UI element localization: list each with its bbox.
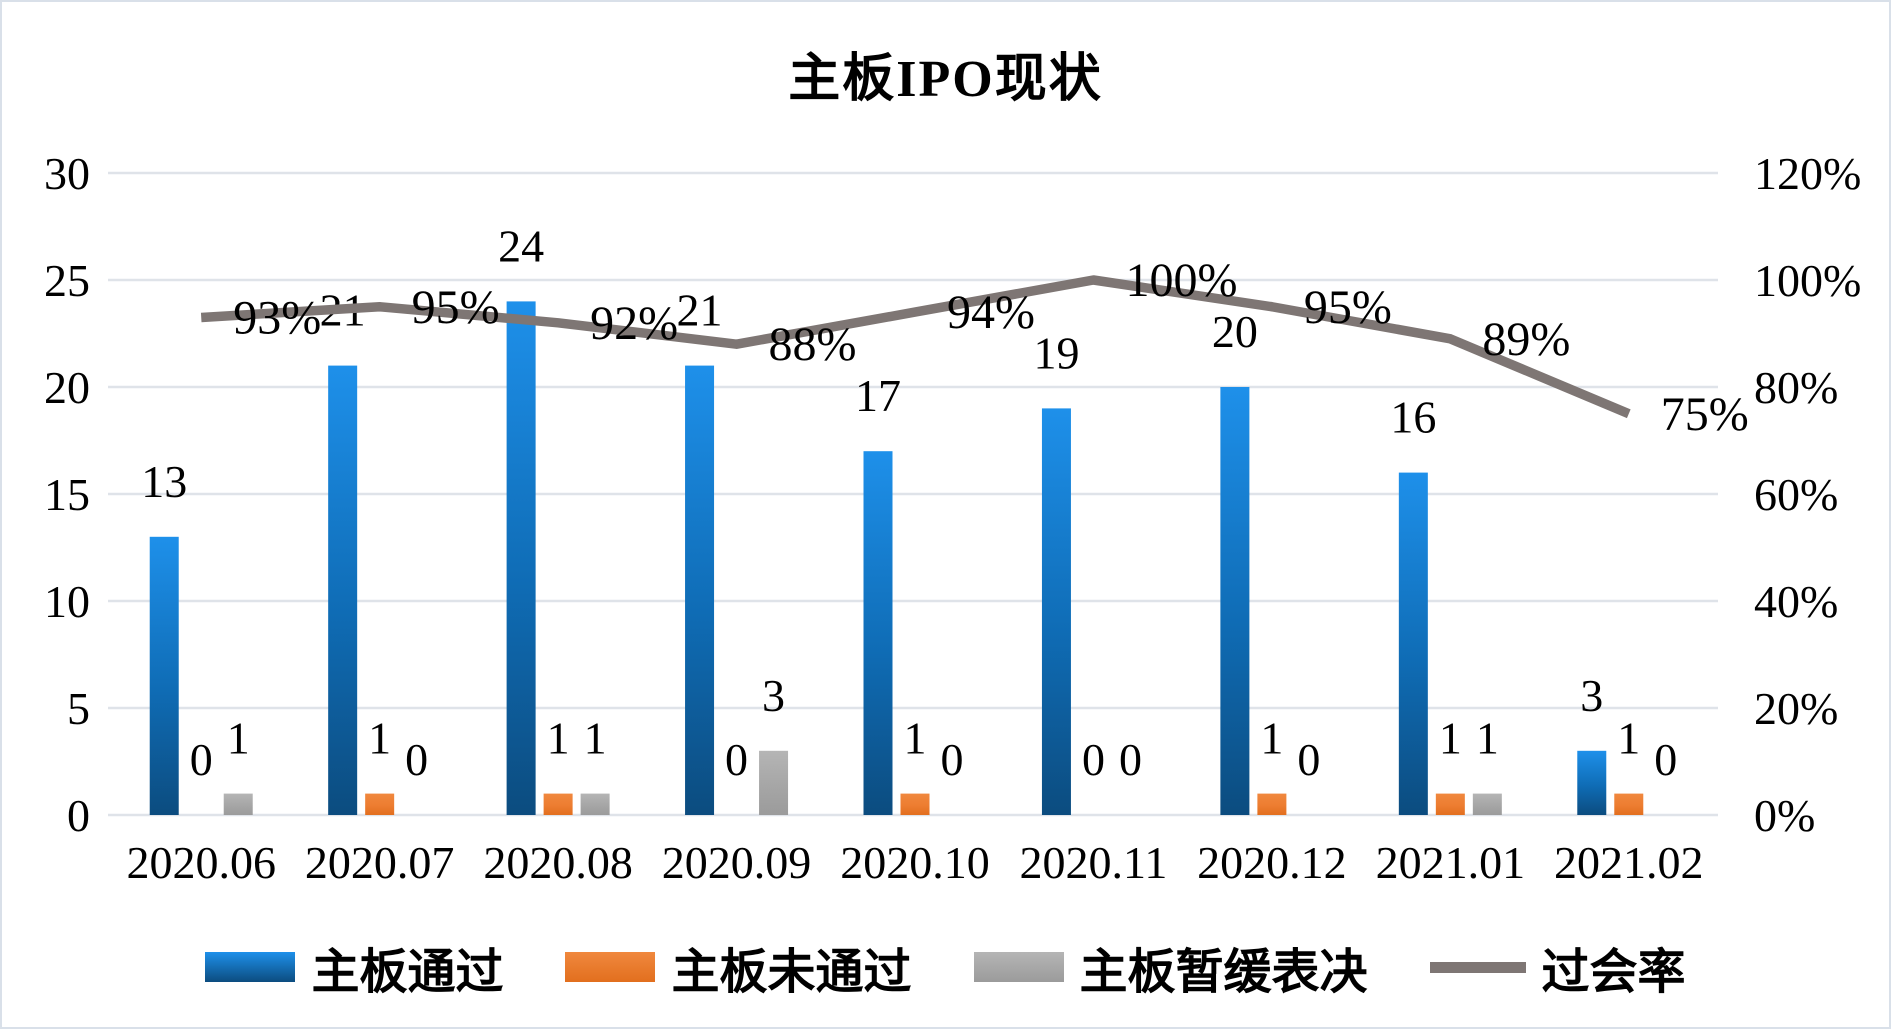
- value-label-postponed: 3: [762, 670, 785, 721]
- axis-tick-right: 20%: [1754, 683, 1838, 734]
- legend-item-fail: 主板未通过: [565, 932, 912, 1002]
- legend-label-pass: 主板通过: [311, 946, 504, 999]
- chart-title: 主板IPO现状: [788, 51, 1103, 108]
- value-label-fail: 1: [1439, 713, 1462, 764]
- value-label-pass: 13: [141, 456, 187, 507]
- value-label-postponed: 0: [1297, 734, 1320, 785]
- value-label-fail: 1: [1617, 713, 1640, 764]
- legend: 主板通过 主板未通过 主板暂缓表决 过会率: [2, 932, 1889, 1002]
- value-label-fail: 1: [1260, 713, 1283, 764]
- value-label-pass: 3: [1580, 670, 1603, 721]
- axis-tick-left: 15: [44, 469, 90, 520]
- value-label-pass: 16: [1390, 392, 1436, 443]
- category-label: 2020.06: [126, 837, 276, 888]
- axis-tick-left: 30: [44, 148, 90, 199]
- pct-label-pass-rate: 92%: [590, 297, 678, 350]
- value-label-postponed: 0: [405, 734, 428, 785]
- bar-fail: [1435, 793, 1465, 815]
- category-label: 2020.09: [662, 837, 812, 888]
- value-label-pass: 24: [498, 220, 544, 271]
- value-label-postponed: 1: [1476, 713, 1499, 764]
- category-label: 2020.11: [1020, 837, 1168, 888]
- bar-pass: [1577, 750, 1607, 815]
- category-label: 2021.01: [1376, 837, 1526, 888]
- bar-postponed: [1472, 793, 1502, 815]
- value-label-fail: 0: [725, 734, 748, 785]
- pct-label-pass-rate: 93%: [233, 291, 321, 344]
- line-pass-rate: [200, 275, 1631, 419]
- axis-tick-right: 60%: [1754, 469, 1838, 520]
- value-label-postponed: 0: [1654, 734, 1677, 785]
- value-label-postponed: 0: [1119, 734, 1142, 785]
- pct-label-pass-rate: 100%: [1125, 254, 1237, 307]
- value-label-pass: 19: [1033, 327, 1079, 378]
- bar-pass: [328, 365, 358, 815]
- axis-tick-right: 40%: [1754, 576, 1838, 627]
- legend-swatch-pass: [205, 952, 296, 982]
- bar-pass: [685, 365, 715, 815]
- legend-label-pass-rate: 过会率: [1541, 946, 1686, 999]
- value-label-postponed: 1: [227, 713, 250, 764]
- category-label: 2020.07: [305, 837, 455, 888]
- axis-tick-right: 80%: [1754, 362, 1838, 413]
- axis-tick-left: 20: [44, 362, 90, 413]
- value-label-fail: 1: [368, 713, 391, 764]
- bar-fail: [543, 793, 573, 815]
- pct-label-pass-rate: 89%: [1482, 313, 1570, 366]
- pct-label-pass-rate: 95%: [1304, 281, 1392, 334]
- value-label-fail: 0: [190, 734, 213, 785]
- pct-label-pass-rate: 95%: [412, 281, 500, 334]
- bar-fail: [900, 793, 930, 815]
- value-label-pass: 20: [1212, 306, 1258, 357]
- value-label-fail: 1: [547, 713, 570, 764]
- legend-item-postponed: 主板暂缓表决: [973, 932, 1368, 1002]
- bar-pass: [149, 536, 179, 815]
- axis-tick-left: 10: [44, 576, 90, 627]
- axis-tick-right: 100%: [1754, 255, 1861, 306]
- pct-label-pass-rate: 94%: [947, 286, 1035, 339]
- axis-tick-left: 5: [67, 683, 90, 734]
- legend-label-fail: 主板未通过: [671, 946, 912, 999]
- category-label: 2020.10: [840, 837, 990, 888]
- value-label-pass: 17: [855, 370, 901, 421]
- bar-pass: [863, 451, 893, 815]
- bar-pass: [1398, 472, 1428, 815]
- bar-fail: [1614, 793, 1644, 815]
- axis-tick-right: 120%: [1754, 148, 1861, 199]
- legend-item-pass-rate: 过会率: [1429, 932, 1686, 1002]
- axis-tick-left: 25: [44, 255, 90, 306]
- axis-tick-right: 0%: [1754, 790, 1815, 841]
- bar-pass: [1220, 387, 1250, 815]
- bar-pass: [1041, 408, 1071, 815]
- category-label: 2020.12: [1197, 837, 1347, 888]
- bar-fail: [365, 793, 395, 815]
- value-label-pass: 21: [677, 285, 723, 336]
- legend-item-pass: 主板通过: [205, 932, 503, 1002]
- bar-postponed: [759, 750, 789, 815]
- value-label-postponed: 0: [941, 734, 964, 785]
- bar-fail: [1257, 793, 1287, 815]
- bar-pass: [506, 301, 536, 815]
- pct-label-pass-rate: 88%: [769, 318, 857, 371]
- axis-tick-left: 0: [67, 790, 90, 841]
- category-label: 2020.08: [483, 837, 633, 888]
- legend-swatch-postponed: [973, 952, 1064, 982]
- bar-postponed: [580, 793, 610, 815]
- category-label: 2021.02: [1554, 837, 1704, 888]
- bar-postponed: [223, 793, 253, 815]
- value-label-fail: 1: [904, 713, 927, 764]
- legend-swatch-fail: [565, 952, 656, 982]
- pct-label-pass-rate: 75%: [1661, 388, 1749, 441]
- value-label-postponed: 1: [584, 713, 607, 764]
- value-label-fail: 0: [1082, 734, 1105, 785]
- legend-label-postponed: 主板暂缓表决: [1079, 946, 1368, 999]
- legend-swatch-pass-rate: [1429, 961, 1526, 973]
